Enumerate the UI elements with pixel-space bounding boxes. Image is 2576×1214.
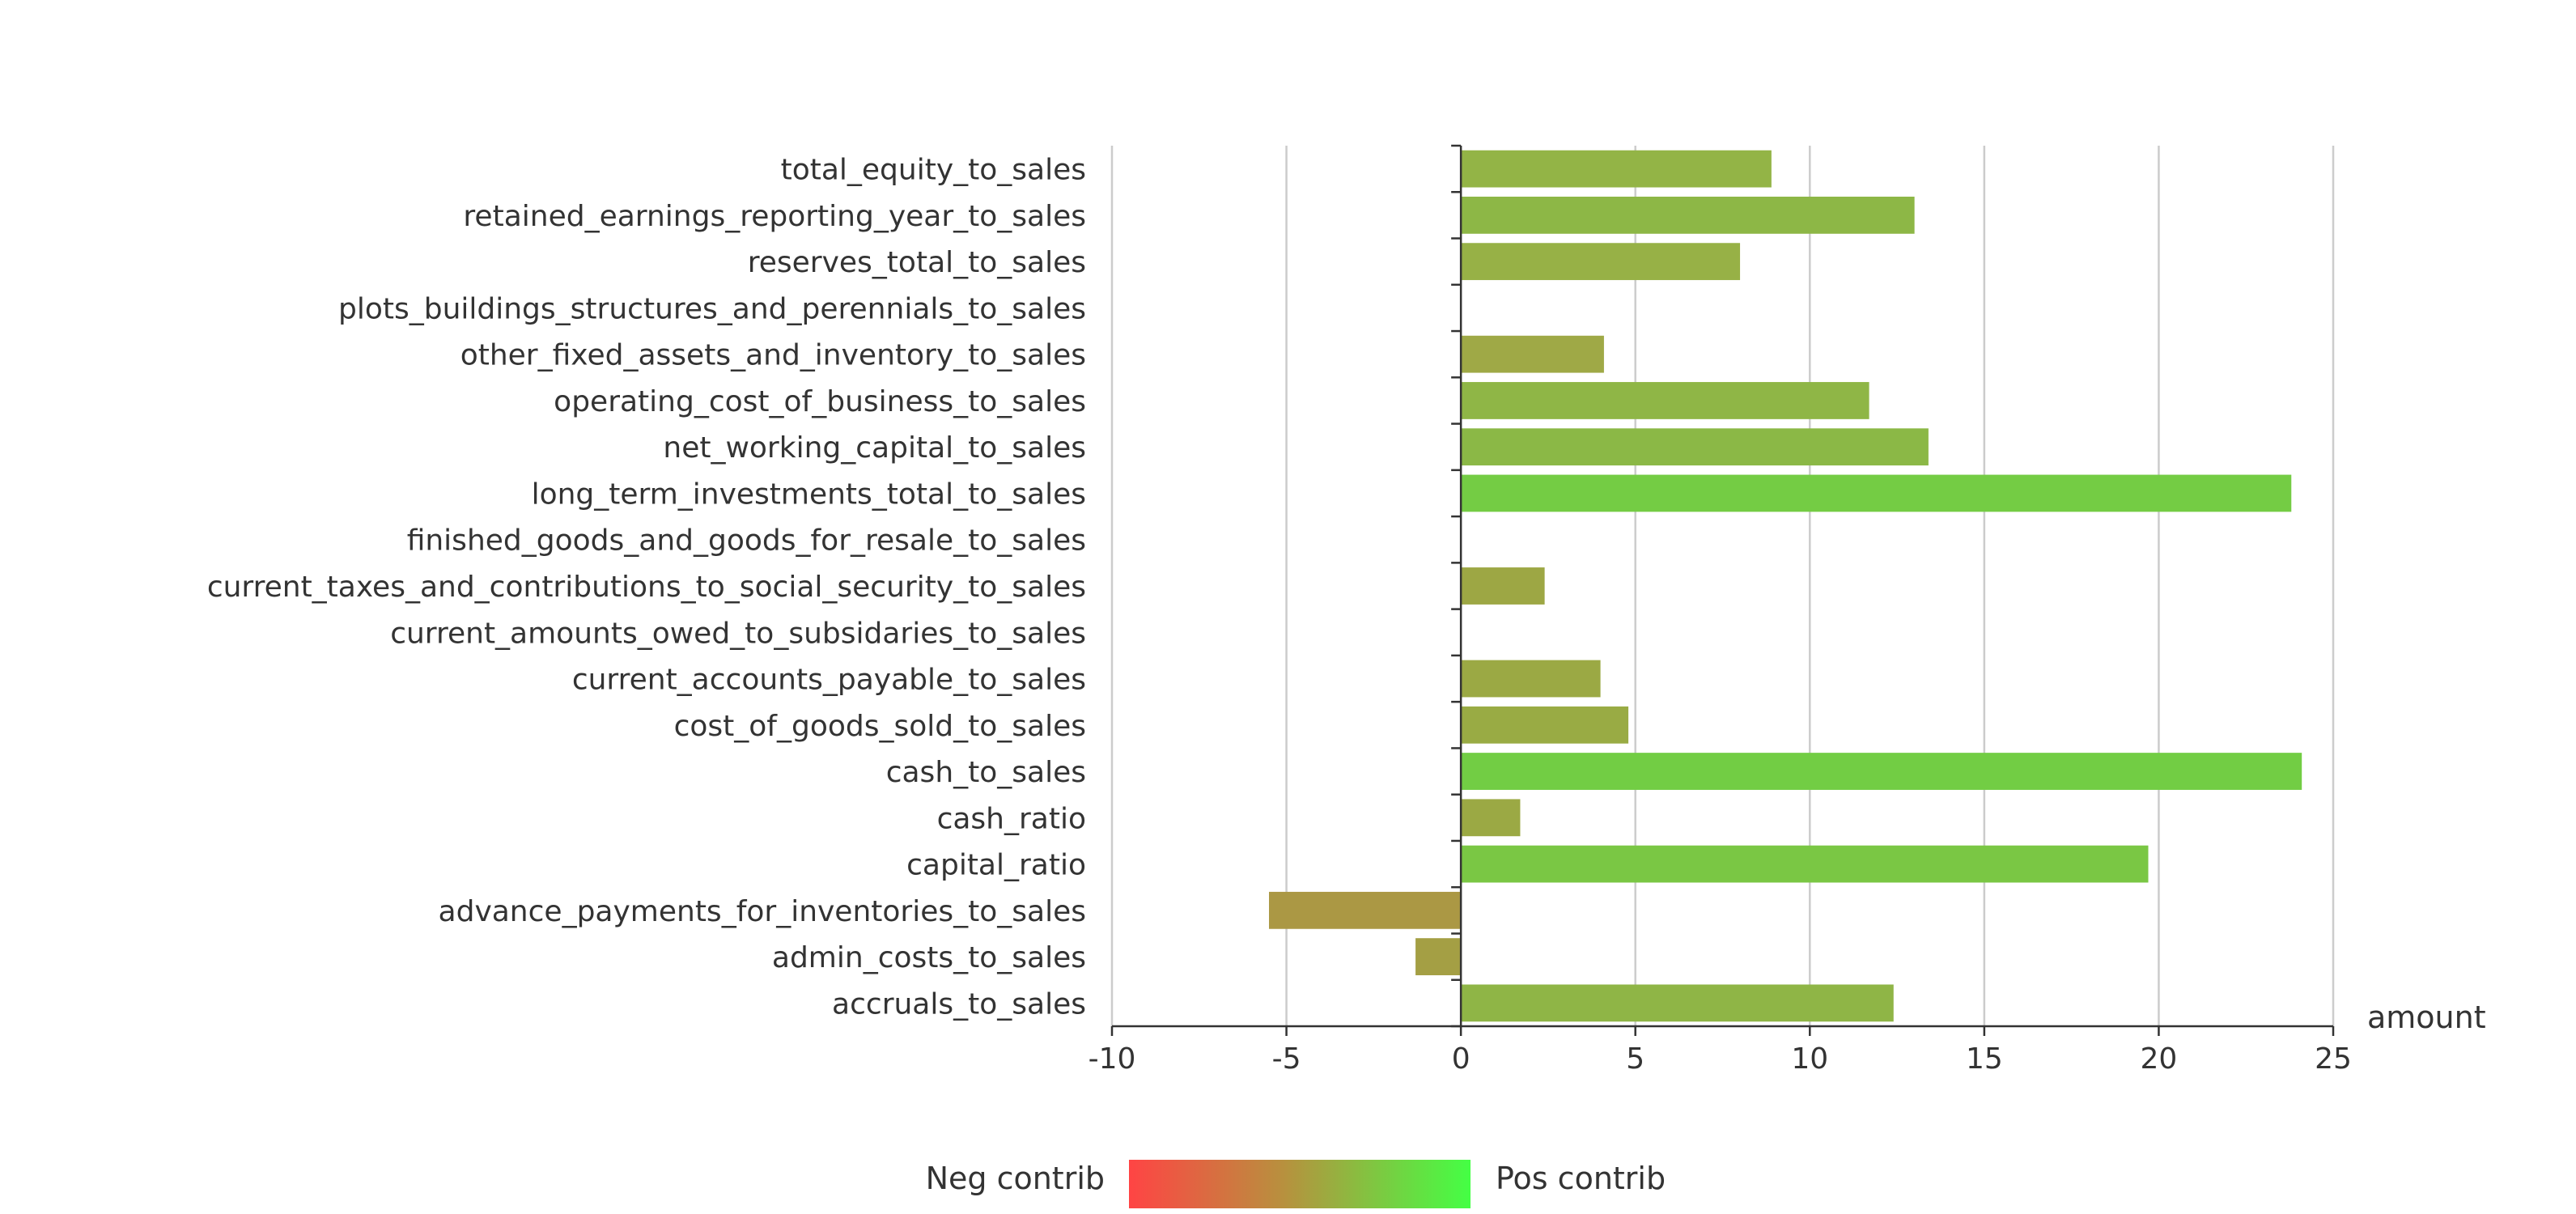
x-tick-labels: -10 -5 0 5 10 15 20 25 (1089, 1042, 2352, 1076)
bar (1461, 243, 1741, 281)
category-label: current_taxes_and_contributions_to_socia… (207, 571, 1086, 604)
legend-neg-label: Neg contrib (926, 1161, 1105, 1196)
category-label: admin_costs_to_sales (772, 941, 1086, 974)
x-tick-label: 0 (1452, 1042, 1470, 1076)
x-tick-label: 10 (1791, 1042, 1828, 1076)
category-label: accruals_to_sales (832, 987, 1086, 1021)
category-label: current_accounts_payable_to_sales (572, 664, 1086, 697)
category-label: long_term_investments_total_to_sales (532, 478, 1086, 511)
legend-pos-label: Pos contrib (1496, 1161, 1666, 1196)
bar (1461, 660, 1601, 698)
category-label: capital_ratio (906, 849, 1086, 882)
x-tick-label: 20 (2141, 1042, 2178, 1076)
category-label: operating_cost_of_business_to_sales (554, 385, 1086, 418)
legend-gradient-bar (1129, 1160, 1470, 1208)
category-label: cash_to_sales (886, 756, 1086, 789)
grid-lines (1110, 146, 2335, 1026)
bar (1461, 567, 1545, 605)
category-label: plots_buildings_structures_and_perennial… (338, 292, 1086, 325)
category-label: cash_ratio (937, 802, 1086, 835)
bar (1461, 335, 1604, 373)
bars (1269, 150, 2302, 1022)
category-label: total_equity_to_sales (781, 154, 1086, 187)
color-legend: Neg contrib Pos contrib (926, 1160, 1666, 1208)
bar (1461, 382, 1869, 419)
x-tick-label: 5 (1626, 1042, 1644, 1076)
category-label: other_fixed_assets_and_inventory_to_sale… (460, 339, 1086, 372)
category-label: advance_payments_for_inventories_to_sale… (439, 895, 1086, 928)
bar (1269, 891, 1462, 929)
bar (1461, 753, 2302, 790)
x-axis-label: amount (2367, 1000, 2486, 1035)
x-tick-label: 15 (1966, 1042, 2003, 1076)
bar (1461, 845, 2149, 883)
category-label: finished_goods_and_goods_for_resale_to_s… (407, 524, 1086, 558)
category-label: net_working_capital_to_sales (663, 431, 1086, 465)
x-tick-label: -10 (1089, 1042, 1136, 1076)
x-tick-label: -5 (1272, 1042, 1301, 1076)
category-labels: total_equity_to_sales retained_earnings_r… (207, 154, 1086, 1021)
category-label: current_amounts_owed_to_subsidaries_to_s… (390, 617, 1086, 650)
bar (1461, 196, 1915, 234)
category-label: retained_earnings_reporting_year_to_sale… (463, 200, 1086, 233)
bar (1461, 984, 1894, 1022)
category-label: reserves_total_to_sales (748, 246, 1086, 279)
bar (1461, 150, 1772, 188)
bar (1415, 938, 1462, 976)
category-label: cost_of_goods_sold_to_sales (674, 710, 1086, 743)
bar (1461, 799, 1521, 837)
axes (1110, 144, 2335, 1036)
x-tick-label: 25 (2315, 1042, 2352, 1076)
bar (1461, 428, 1929, 466)
bar (1461, 474, 2292, 512)
bar (1461, 706, 1629, 744)
